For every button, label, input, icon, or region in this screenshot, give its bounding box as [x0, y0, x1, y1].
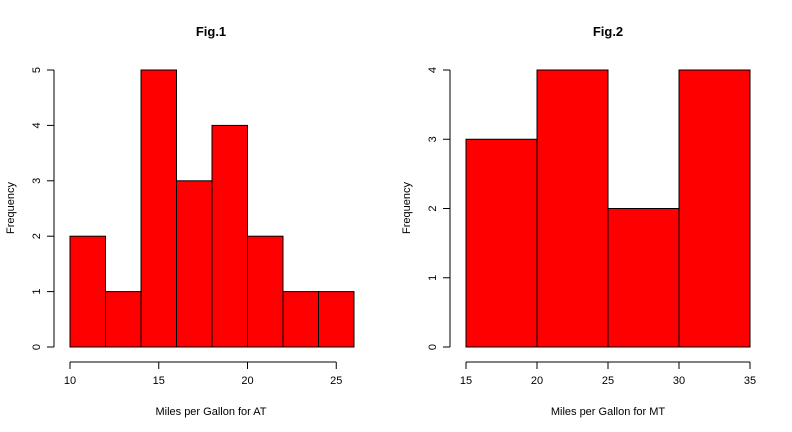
fig2-bar — [678, 69, 751, 348]
fig1-y-tick-label: 3 — [31, 178, 43, 184]
fig1-bar — [176, 180, 213, 348]
fig1-bar — [211, 124, 248, 348]
fig2-panel: Fig.2 Miles per Gallon for MT Frequency … — [401, 24, 756, 418]
fig1-bar — [247, 235, 284, 348]
fig1-x-tick-label: 10 — [64, 375, 76, 387]
fig1-x-tick-label: 15 — [153, 375, 165, 387]
fig1-y-tick-label: 5 — [31, 67, 43, 73]
fig1-title: Fig.1 — [196, 24, 226, 39]
fig1-y-tick-label: 2 — [31, 233, 43, 239]
fig1-panel: Fig.1 Miles per Gallon for AT Frequency … — [5, 24, 355, 418]
fig1-y-tick-label: 0 — [31, 344, 43, 350]
fig2-x-tick-label: 35 — [744, 375, 756, 387]
fig2-title: Fig.2 — [593, 24, 623, 39]
fig2-bar — [607, 208, 680, 348]
fig1-y-tick-label: 4 — [31, 122, 43, 128]
fig2-y-tick-label: 4 — [427, 67, 439, 73]
fig1-x-tick-label: 20 — [241, 375, 253, 387]
fig1-bar — [140, 69, 177, 348]
fig2-x-axis-label: Miles per Gallon for MT — [551, 406, 666, 418]
fig2-x-axis: 15 20 25 30 35 — [460, 361, 756, 387]
fig2-y-axis-label: Frequency — [401, 182, 413, 234]
fig2-y-tick-label: 1 — [427, 275, 439, 281]
fig2-x-tick-label: 20 — [531, 375, 543, 387]
fig2-y-tick-label: 0 — [427, 344, 439, 350]
fig2-y-tick-label: 2 — [427, 205, 439, 211]
fig2-bars — [465, 69, 751, 348]
fig2-bar — [465, 138, 538, 348]
fig2-x-tick-label: 15 — [460, 375, 472, 387]
fig1-x-tick-label: 25 — [330, 375, 342, 387]
fig2-y-axis: 0 1 2 3 4 — [427, 67, 451, 350]
fig2-y-tick-label: 3 — [427, 136, 439, 142]
fig2-x-tick-label: 25 — [602, 375, 614, 387]
fig1-x-axis-label: Miles per Gallon for AT — [155, 406, 266, 418]
fig1-bar — [318, 291, 355, 348]
fig1-y-axis: 0 1 2 3 4 5 — [31, 67, 55, 350]
fig1-bar — [282, 291, 319, 348]
fig1-y-axis-label: Frequency — [5, 182, 17, 234]
fig2-x-tick-label: 30 — [673, 375, 685, 387]
fig1-x-axis: 10 15 20 25 — [64, 361, 342, 387]
fig1-y-tick-label: 1 — [31, 289, 43, 295]
fig1-bar — [69, 235, 106, 348]
fig1-bars — [69, 69, 355, 348]
fig1-bar — [105, 291, 142, 348]
fig2-bar — [536, 69, 609, 348]
